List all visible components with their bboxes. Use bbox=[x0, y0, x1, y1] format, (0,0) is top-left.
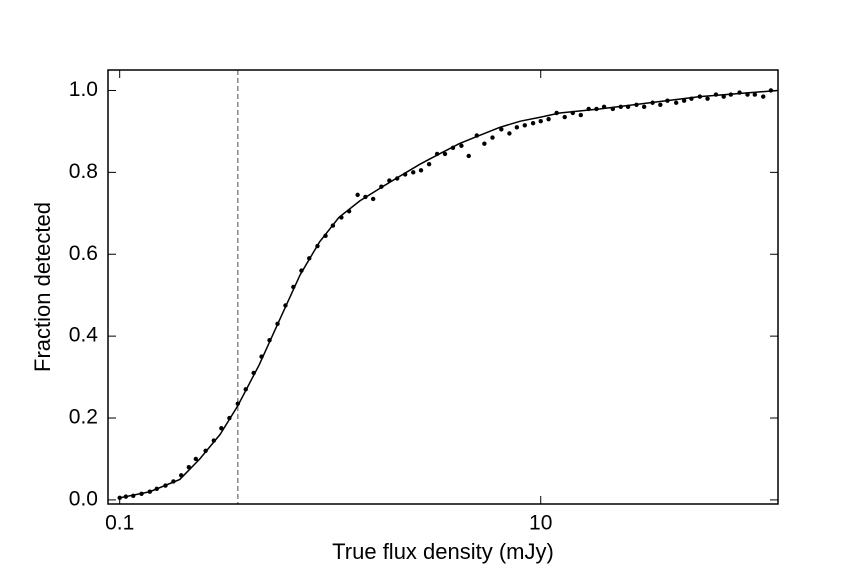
data-point bbox=[466, 153, 471, 159]
data-point bbox=[171, 479, 176, 484]
data-point bbox=[307, 256, 312, 261]
data-point bbox=[315, 243, 320, 249]
data-point bbox=[299, 268, 304, 273]
data-point bbox=[139, 491, 144, 496]
data-point bbox=[211, 438, 217, 443]
data-point bbox=[267, 338, 272, 343]
x-tick-label: 0.1 bbox=[105, 512, 134, 535]
data-point bbox=[728, 92, 734, 97]
data-point bbox=[387, 178, 392, 183]
data-point bbox=[243, 387, 248, 392]
data-point bbox=[147, 489, 152, 494]
data-point bbox=[745, 92, 750, 97]
data-point bbox=[562, 114, 567, 120]
data-point bbox=[370, 196, 376, 202]
data-point bbox=[219, 426, 224, 431]
data-point bbox=[713, 92, 719, 97]
data-point bbox=[570, 110, 575, 116]
data-point bbox=[721, 94, 726, 99]
data-point bbox=[689, 96, 694, 101]
data-point bbox=[330, 223, 336, 228]
data-point bbox=[499, 127, 504, 132]
data-point bbox=[346, 209, 352, 214]
data-point bbox=[586, 106, 591, 112]
data-point bbox=[705, 96, 710, 101]
data-point bbox=[641, 104, 647, 110]
data-point bbox=[737, 90, 742, 95]
data-point bbox=[323, 233, 328, 239]
data-point bbox=[235, 401, 241, 406]
data-point bbox=[761, 94, 766, 99]
data-point bbox=[768, 88, 774, 93]
data-point bbox=[442, 151, 448, 157]
data-point bbox=[650, 100, 655, 105]
data-point bbox=[673, 100, 679, 105]
data-point bbox=[363, 194, 368, 200]
data-point bbox=[459, 143, 464, 148]
y-tick-label: 0.2 bbox=[69, 406, 98, 429]
data-point bbox=[658, 102, 663, 108]
data-point bbox=[474, 133, 480, 138]
data-point bbox=[291, 284, 296, 290]
data-point bbox=[339, 215, 344, 220]
data-point bbox=[618, 104, 623, 110]
data-point bbox=[610, 106, 616, 112]
data-point bbox=[546, 116, 551, 122]
y-tick-label: 1.0 bbox=[69, 78, 98, 101]
data-point bbox=[123, 494, 129, 499]
data-point bbox=[522, 123, 527, 128]
data-point bbox=[193, 456, 199, 462]
y-axis-label: Fraction detected bbox=[30, 202, 55, 372]
data-point bbox=[752, 92, 758, 97]
y-tick-label: 0.6 bbox=[69, 242, 98, 265]
data-point bbox=[203, 448, 208, 453]
data-point bbox=[117, 495, 122, 501]
data-point bbox=[131, 493, 136, 499]
y-tick-label: 0.0 bbox=[69, 487, 98, 510]
data-point bbox=[251, 370, 256, 376]
data-point bbox=[402, 172, 408, 177]
data-point bbox=[514, 125, 520, 130]
fit-line bbox=[119, 89, 779, 499]
data-point bbox=[450, 145, 456, 150]
data-point bbox=[490, 135, 495, 140]
x-axis-label: True flux density (mJy) bbox=[332, 539, 554, 564]
data-point bbox=[697, 94, 703, 99]
data-point bbox=[530, 121, 536, 126]
x-tick-label: 10 bbox=[529, 512, 552, 535]
data-point bbox=[163, 483, 168, 488]
data-point bbox=[625, 104, 631, 110]
y-tick-label: 0.8 bbox=[69, 160, 98, 183]
data-point bbox=[154, 486, 159, 492]
data-point bbox=[227, 415, 232, 421]
data-point bbox=[394, 176, 400, 181]
data-point bbox=[411, 170, 416, 175]
data-point bbox=[355, 192, 360, 198]
data-point bbox=[418, 168, 424, 173]
data-point bbox=[283, 303, 288, 308]
data-point bbox=[186, 464, 192, 470]
data-point bbox=[179, 473, 184, 478]
data-point bbox=[681, 98, 687, 103]
data-point bbox=[634, 102, 639, 108]
data-point bbox=[665, 98, 670, 103]
data-point bbox=[426, 161, 432, 167]
data-point bbox=[275, 321, 280, 327]
data-point bbox=[482, 141, 487, 146]
y-tick-label: 0.4 bbox=[69, 324, 99, 347]
data-point bbox=[578, 112, 583, 118]
data-point bbox=[379, 184, 384, 189]
data-point bbox=[259, 354, 264, 359]
data-point bbox=[538, 118, 543, 124]
data-point bbox=[507, 131, 512, 136]
data-point bbox=[434, 151, 440, 157]
data-point bbox=[601, 104, 607, 110]
data-point bbox=[554, 110, 559, 116]
data-point bbox=[594, 106, 599, 112]
plot-frame bbox=[107, 69, 779, 505]
